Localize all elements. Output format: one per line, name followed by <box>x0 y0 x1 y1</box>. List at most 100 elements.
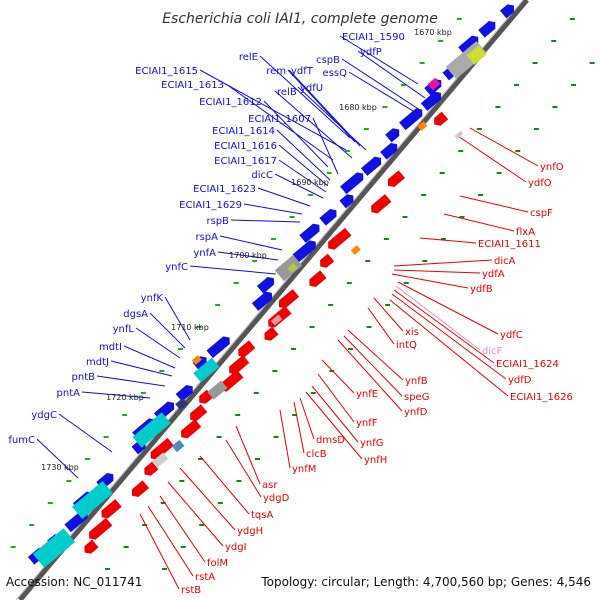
gene-label-eciai1-1615[interactable]: ECIAI1_1615 <box>135 66 198 77</box>
gene-label-ynfa[interactable]: ynfA <box>193 248 216 259</box>
gene-label-ydfp[interactable]: ydfP <box>360 47 382 58</box>
gene-label-ynfl[interactable]: ynfL <box>113 324 135 335</box>
minus-gene-arrow <box>371 194 392 214</box>
gene-label-eciai1-1612[interactable]: ECIAI1_1612 <box>199 97 262 108</box>
label-connector <box>279 409 291 469</box>
gene-label-speg[interactable]: speG <box>404 392 429 403</box>
gene-label-ydfb[interactable]: ydfB <box>470 284 493 295</box>
gene-label-eciai1-1607[interactable]: ECIAI1_1607 <box>248 114 311 125</box>
gc-mark <box>216 436 222 438</box>
label-connector <box>367 307 395 345</box>
label-connector <box>259 55 351 139</box>
feature-block-light <box>454 130 464 140</box>
gene-label-rstb[interactable]: rstB <box>181 585 201 596</box>
gene-label-rsta[interactable]: rstA <box>195 572 215 583</box>
label-connector <box>311 385 359 443</box>
gene-label-ydfa[interactable]: ydfA <box>482 269 505 280</box>
gene-label-cspb[interactable]: cspB <box>316 55 340 66</box>
gc-mark <box>345 150 351 152</box>
gene-label-eciai1-1629[interactable]: ECIAI1_1629 <box>179 200 242 211</box>
gc-mark <box>440 238 446 240</box>
gene-label-ynfk[interactable]: ynfK <box>141 293 164 304</box>
gc-mark <box>532 62 538 64</box>
gc-mark <box>309 326 315 328</box>
gene-label-rspb[interactable]: rspB <box>206 216 229 227</box>
gene-label-rem[interactable]: rem <box>266 66 286 77</box>
label-connector <box>443 213 515 232</box>
plus-gene-arrow <box>256 276 275 294</box>
gene-label-pnta[interactable]: pntA <box>57 388 81 399</box>
tick-label: 1690 kbp <box>291 178 329 187</box>
gene-label-pntb[interactable]: pntB <box>72 372 96 383</box>
feature-block-cyan <box>32 528 76 568</box>
plus-gene-arrow <box>339 194 354 209</box>
feature-block-orange <box>191 355 202 365</box>
gene-label-ynfm[interactable]: ynfM <box>292 464 316 475</box>
gene-label-dicc[interactable]: dicC <box>251 170 273 181</box>
gene-label-ynfd[interactable]: ynfD <box>404 407 428 418</box>
gene-label-ynfg[interactable]: ynfG <box>360 438 384 449</box>
gene-label-folm[interactable]: folM <box>207 558 228 569</box>
gene-label-ydgd[interactable]: ydgD <box>263 493 290 504</box>
feature-block-green <box>287 263 298 273</box>
gene-label-ydfo[interactable]: ydfO <box>528 178 552 189</box>
gene-label-ydft[interactable]: ydfT <box>291 66 314 77</box>
gc-mark <box>419 62 425 64</box>
gene-label-fumc[interactable]: fumC <box>8 435 35 446</box>
gene-label-eciai1-1624[interactable]: ECIAI1_1624 <box>496 359 559 370</box>
gc-mark <box>552 106 558 108</box>
gene-label-eciai1-1611[interactable]: ECIAI1_1611 <box>478 239 541 250</box>
gene-label-asr[interactable]: asr <box>262 480 278 491</box>
gene-label-dmsd[interactable]: dmsD <box>316 435 345 446</box>
gene-label-eciai1-1626[interactable]: ECIAI1_1626 <box>510 392 573 403</box>
gc-mark <box>382 106 388 108</box>
gene-label-ydfd[interactable]: ydfD <box>508 375 532 386</box>
gene-label-ydgh[interactable]: ydgH <box>237 526 263 537</box>
gene-label-ynfh[interactable]: ynfH <box>364 455 387 466</box>
gene-label-eciai1-1613[interactable]: ECIAI1_1613 <box>161 80 224 91</box>
tick-label: 1710 kbp <box>171 323 209 332</box>
gene-label-intq[interactable]: intQ <box>396 340 417 351</box>
gene-label-eciai1-1590[interactable]: ECIAI1_1590 <box>342 32 405 43</box>
gene-label-ydgc[interactable]: ydgC <box>31 410 57 421</box>
gene-label-flxa[interactable]: flxA <box>516 227 535 238</box>
gene-label-essq[interactable]: essQ <box>323 68 348 79</box>
label-connector <box>276 129 331 181</box>
gene-label-ynfe[interactable]: ynfE <box>356 389 378 400</box>
gene-label-ynfo[interactable]: ynfO <box>540 162 564 173</box>
gene-label-rspa[interactable]: rspA <box>195 232 218 243</box>
gene-label-dica[interactable]: dicA <box>494 256 516 267</box>
gene-label-eciai1-1616[interactable]: ECIAI1_1616 <box>214 141 277 152</box>
minus-gene-arrow <box>89 517 113 540</box>
gene-label-clcb[interactable]: clcB <box>306 449 327 460</box>
label-connector <box>36 438 79 479</box>
label-connector <box>199 455 250 515</box>
minus-gene-arrow <box>387 170 406 188</box>
gene-label-relb[interactable]: relB <box>277 87 297 98</box>
gene-label-ydgi[interactable]: ydgI <box>225 542 247 553</box>
gene-label-xis[interactable]: xis <box>405 327 419 338</box>
gene-label-ynfb[interactable]: ynfB <box>405 376 428 387</box>
label-connector <box>278 159 327 193</box>
gc-mark <box>347 348 353 350</box>
gene-label-tqsa[interactable]: tqsA <box>251 510 273 521</box>
gene-label-ynfc[interactable]: ynfC <box>165 262 188 273</box>
gene-label-ydfu[interactable]: ydfU <box>300 83 323 94</box>
gc-mark <box>162 568 168 570</box>
gene-label-ydfc[interactable]: ydfC <box>500 330 523 341</box>
gene-label-mdti[interactable]: mdtI <box>99 342 122 353</box>
gene-label-eciai1-1623[interactable]: ECIAI1_1623 <box>193 184 256 195</box>
gene-label-cspf[interactable]: cspF <box>530 208 553 219</box>
gc-mark <box>551 40 557 42</box>
gene-label-mdtj[interactable]: mdtJ <box>86 357 109 368</box>
gene-label-dgsa[interactable]: dgsA <box>123 309 148 320</box>
gene-label-ynff[interactable]: ynfF <box>356 418 378 429</box>
feature-block-gray <box>207 380 228 400</box>
gene-label-eciai1-1614[interactable]: ECIAI1_1614 <box>212 126 275 137</box>
gene-label-eciai1-1617[interactable]: ECIAI1_1617 <box>214 156 277 167</box>
gc-mark <box>123 546 129 548</box>
gene-label-dicf[interactable]: dicF <box>482 346 503 357</box>
gene-label-rele[interactable]: relE <box>239 52 258 63</box>
label-connector <box>149 312 186 349</box>
